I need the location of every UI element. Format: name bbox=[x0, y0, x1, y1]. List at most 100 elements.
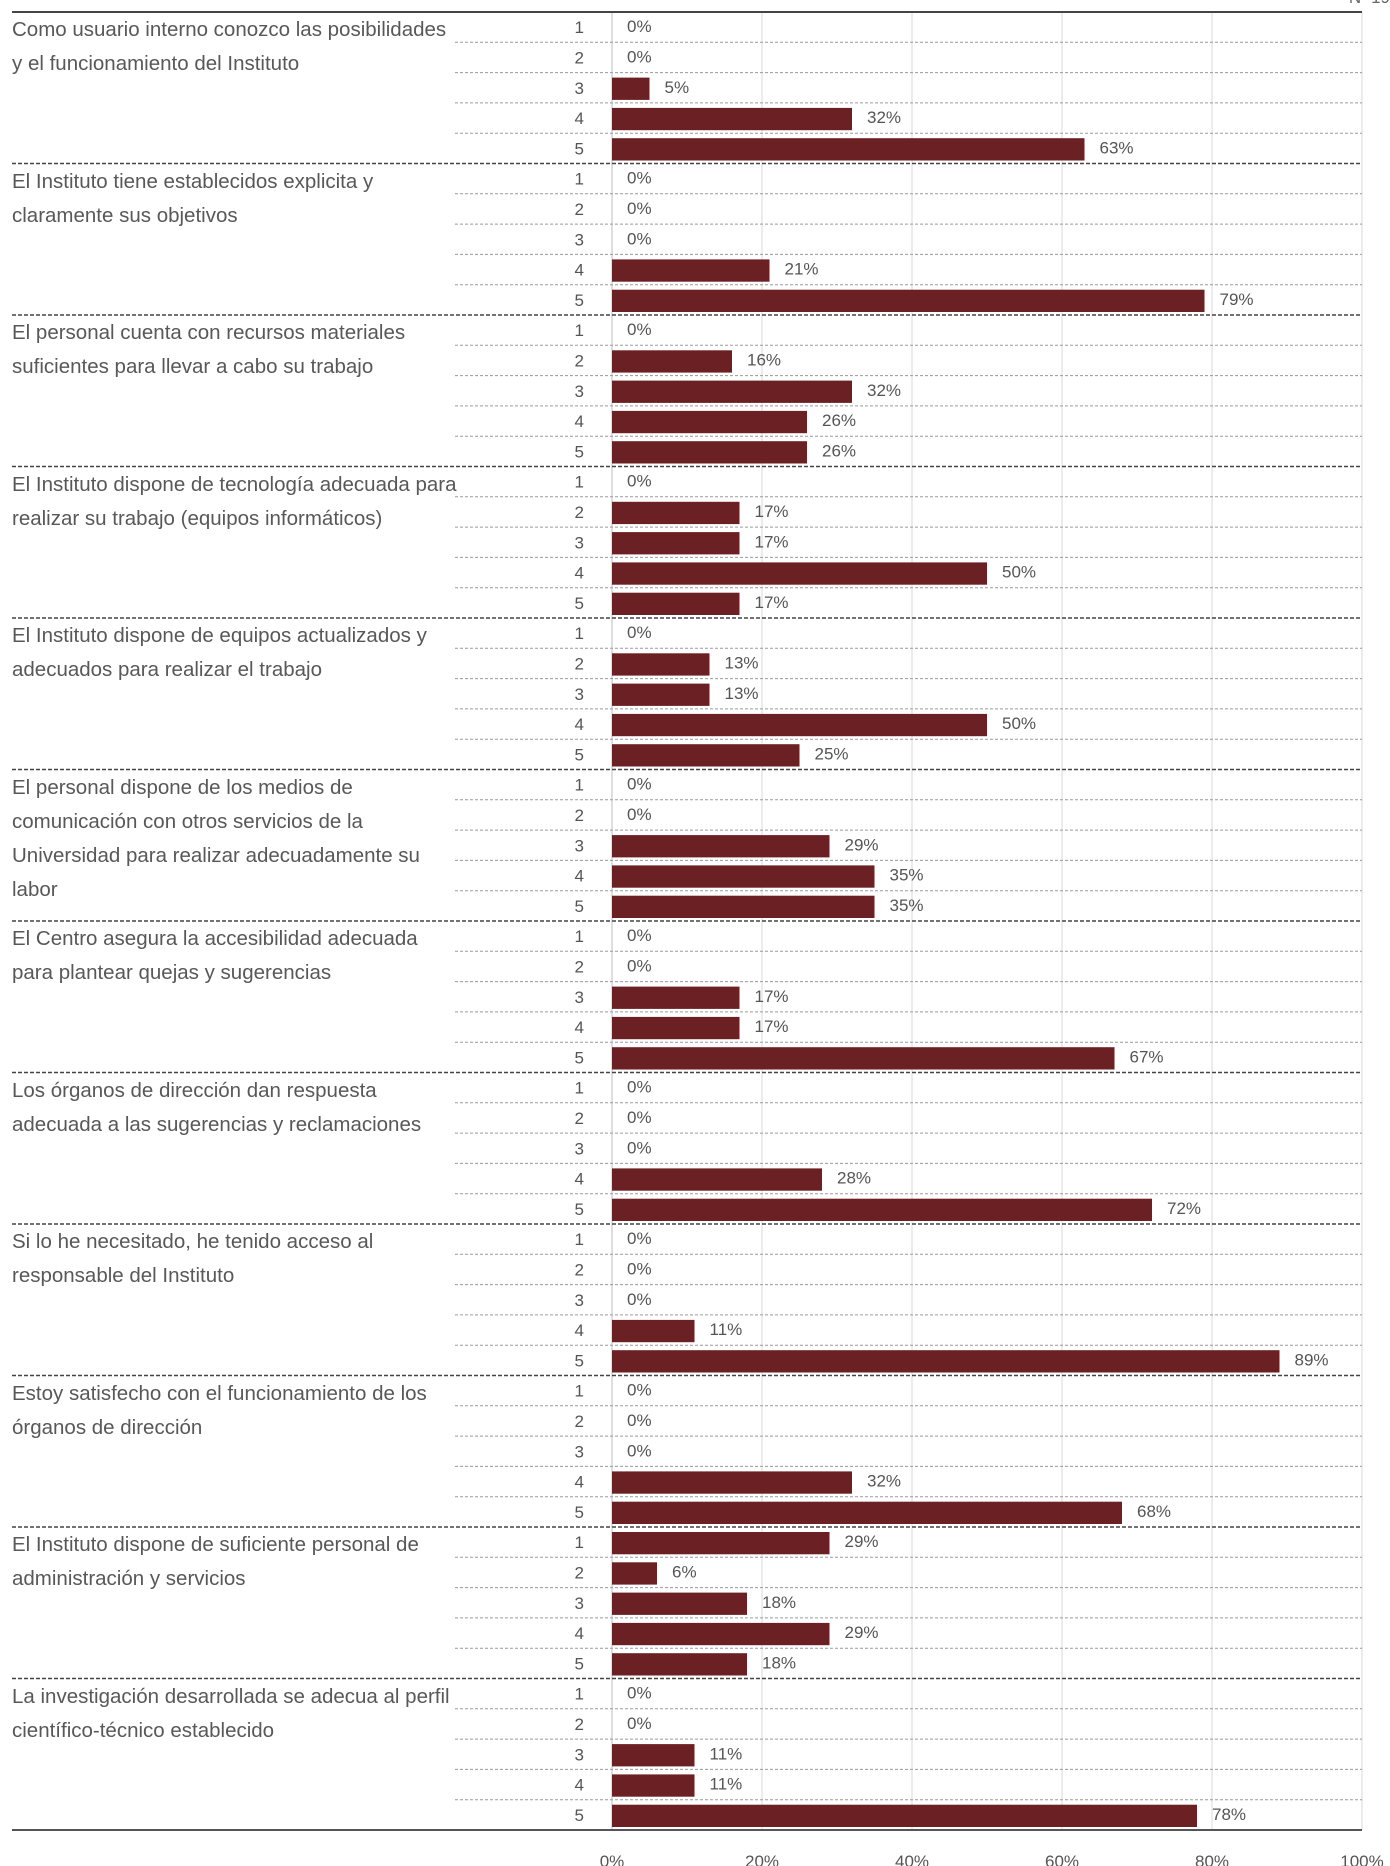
data-label: 50% bbox=[1002, 714, 1036, 733]
category-label: 1 bbox=[575, 170, 584, 189]
data-label: 0% bbox=[627, 199, 652, 218]
data-label: 29% bbox=[845, 1532, 879, 1551]
category-label: 5 bbox=[575, 442, 584, 461]
bar bbox=[612, 259, 770, 282]
data-label: 11% bbox=[710, 1775, 743, 1794]
question-label: La investigación desarrollada se adecua … bbox=[12, 1684, 450, 1742]
data-label: 13% bbox=[725, 684, 759, 703]
question-label: El Instituto dispone de suficiente perso… bbox=[12, 1533, 419, 1590]
bar bbox=[612, 1198, 1152, 1221]
category-label: 2 bbox=[575, 200, 584, 219]
data-label: 26% bbox=[822, 441, 856, 460]
category-label: 4 bbox=[575, 1776, 584, 1795]
data-label: 11% bbox=[710, 1320, 743, 1339]
bar bbox=[612, 744, 800, 767]
category-label: 4 bbox=[575, 1321, 584, 1340]
category-label: 1 bbox=[575, 776, 584, 795]
category-label: 5 bbox=[575, 745, 584, 764]
data-label: 0% bbox=[627, 229, 652, 248]
data-label: 0% bbox=[627, 1078, 652, 1097]
data-label: 0% bbox=[627, 956, 652, 975]
category-label: 3 bbox=[575, 382, 584, 401]
category-label: 3 bbox=[575, 533, 584, 552]
category-label: 1 bbox=[575, 624, 584, 643]
category-label: 4 bbox=[575, 1018, 584, 1037]
bar bbox=[612, 289, 1205, 312]
x-tick-label: 40% bbox=[895, 1852, 929, 1866]
category-label: 4 bbox=[575, 867, 584, 886]
x-tick-label: 20% bbox=[745, 1852, 779, 1866]
data-label: 17% bbox=[755, 593, 789, 612]
bar bbox=[612, 683, 710, 706]
category-label: 5 bbox=[575, 1806, 584, 1825]
data-label: 0% bbox=[627, 1381, 652, 1400]
bar bbox=[612, 1562, 657, 1585]
bar bbox=[612, 501, 740, 525]
bar bbox=[612, 1047, 1115, 1070]
bar bbox=[612, 107, 852, 131]
bar bbox=[612, 1592, 747, 1615]
data-label: 0% bbox=[627, 1108, 652, 1127]
bar bbox=[612, 77, 650, 100]
sample-size-label: N=19 bbox=[1349, 0, 1390, 8]
category-label: 2 bbox=[575, 351, 584, 370]
data-label: 18% bbox=[762, 1593, 796, 1612]
data-label: 0% bbox=[627, 623, 652, 642]
category-label: 5 bbox=[575, 1503, 584, 1522]
category-label: 1 bbox=[575, 1230, 584, 1249]
data-label: 0% bbox=[627, 775, 652, 794]
category-label: 4 bbox=[575, 1473, 584, 1492]
category-label: 5 bbox=[575, 1351, 584, 1370]
data-label: 17% bbox=[755, 987, 789, 1006]
bar bbox=[612, 380, 852, 403]
data-label: 0% bbox=[627, 926, 652, 945]
category-label: 1 bbox=[575, 18, 584, 37]
category-label: 4 bbox=[575, 412, 584, 431]
data-label: 50% bbox=[1002, 563, 1036, 582]
category-label: 1 bbox=[575, 1382, 584, 1401]
category-label: 5 bbox=[575, 1048, 584, 1067]
bar bbox=[612, 713, 987, 737]
data-label: 0% bbox=[627, 1714, 652, 1733]
question-label: Si lo he necesitado, he tenido acceso al… bbox=[12, 1230, 374, 1287]
category-label: 2 bbox=[575, 957, 584, 976]
question-label: El personal cuenta con recursos material… bbox=[12, 321, 406, 378]
x-tick-label: 60% bbox=[1045, 1852, 1079, 1866]
bar bbox=[612, 350, 732, 373]
bar bbox=[612, 1774, 695, 1797]
data-label: 63% bbox=[1100, 138, 1134, 157]
data-label: 0% bbox=[627, 1229, 652, 1248]
question-label: El Instituto dispone de tecnología adecu… bbox=[12, 472, 457, 530]
data-label: 16% bbox=[747, 350, 781, 369]
bar bbox=[612, 1622, 830, 1646]
category-label: 5 bbox=[575, 897, 584, 916]
category-label: 3 bbox=[575, 685, 584, 704]
category-label: 1 bbox=[575, 321, 584, 340]
bar bbox=[612, 1168, 822, 1191]
bar bbox=[612, 441, 807, 464]
data-label: 21% bbox=[785, 260, 819, 279]
question-label: Los órganos de dirección dan respuesta a… bbox=[12, 1078, 422, 1136]
bar bbox=[612, 1653, 747, 1676]
data-label: 67% bbox=[1130, 1047, 1164, 1066]
data-label: 0% bbox=[627, 805, 652, 824]
data-label: 32% bbox=[867, 108, 901, 127]
bar bbox=[612, 1532, 830, 1555]
x-tick-label: 80% bbox=[1195, 1852, 1229, 1866]
data-label: 26% bbox=[822, 411, 856, 430]
data-label: 0% bbox=[627, 1290, 652, 1309]
data-label: 5% bbox=[665, 78, 690, 97]
bar bbox=[612, 532, 740, 555]
data-label: 0% bbox=[627, 1411, 652, 1430]
category-label: 2 bbox=[575, 1563, 584, 1582]
bar bbox=[612, 1501, 1122, 1524]
data-label: 0% bbox=[627, 1138, 652, 1157]
data-label: 29% bbox=[845, 1623, 879, 1642]
category-label: 2 bbox=[575, 1715, 584, 1734]
category-label: 2 bbox=[575, 1412, 584, 1431]
data-label: 32% bbox=[867, 381, 901, 400]
data-label: 35% bbox=[890, 896, 924, 915]
data-label: 29% bbox=[845, 835, 879, 854]
data-label: 0% bbox=[627, 47, 652, 66]
